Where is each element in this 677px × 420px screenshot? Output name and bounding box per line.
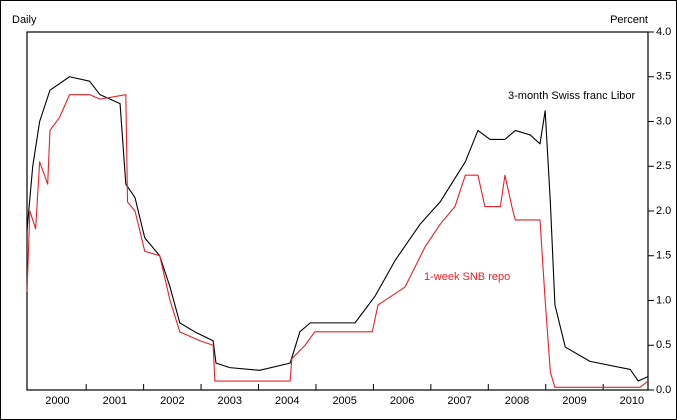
y-tick-label: 1.0 — [656, 294, 671, 306]
plot-frame — [26, 31, 649, 391]
annotation: 3-month Swiss franc Libor — [508, 90, 635, 102]
y-tick-label: 2.5 — [656, 160, 671, 172]
y-tick-label: 2.0 — [656, 205, 671, 217]
x-tick-label: 2002 — [160, 395, 184, 407]
x-tick-label: 2001 — [103, 395, 127, 407]
y-tick-label: 1.5 — [656, 250, 671, 262]
x-tick-label: 2007 — [447, 395, 471, 407]
y-tick-label: 3.0 — [656, 115, 671, 127]
series-line — [26, 94, 649, 388]
y-tick-label: 4.0 — [656, 26, 671, 38]
x-tick-label: 2008 — [505, 395, 529, 407]
y-tick-label: 0.0 — [656, 384, 671, 396]
annotation: 1-week SNB repo — [424, 271, 510, 283]
y-tick-label: 0.5 — [656, 339, 671, 351]
x-tick-label: 2005 — [332, 395, 356, 407]
x-tick-label: 2006 — [390, 395, 414, 407]
x-tick-label: 2004 — [275, 395, 299, 407]
series-line — [26, 76, 649, 382]
x-axis-label: Daily — [12, 14, 37, 26]
x-tick-label: 2003 — [218, 395, 242, 407]
y-tick-label: 3.5 — [656, 71, 671, 83]
x-tick-label: 2010 — [620, 395, 644, 407]
y-axis-label: Percent — [610, 14, 648, 26]
x-tick-label: 2000 — [45, 395, 69, 407]
x-tick-label: 2009 — [562, 395, 586, 407]
